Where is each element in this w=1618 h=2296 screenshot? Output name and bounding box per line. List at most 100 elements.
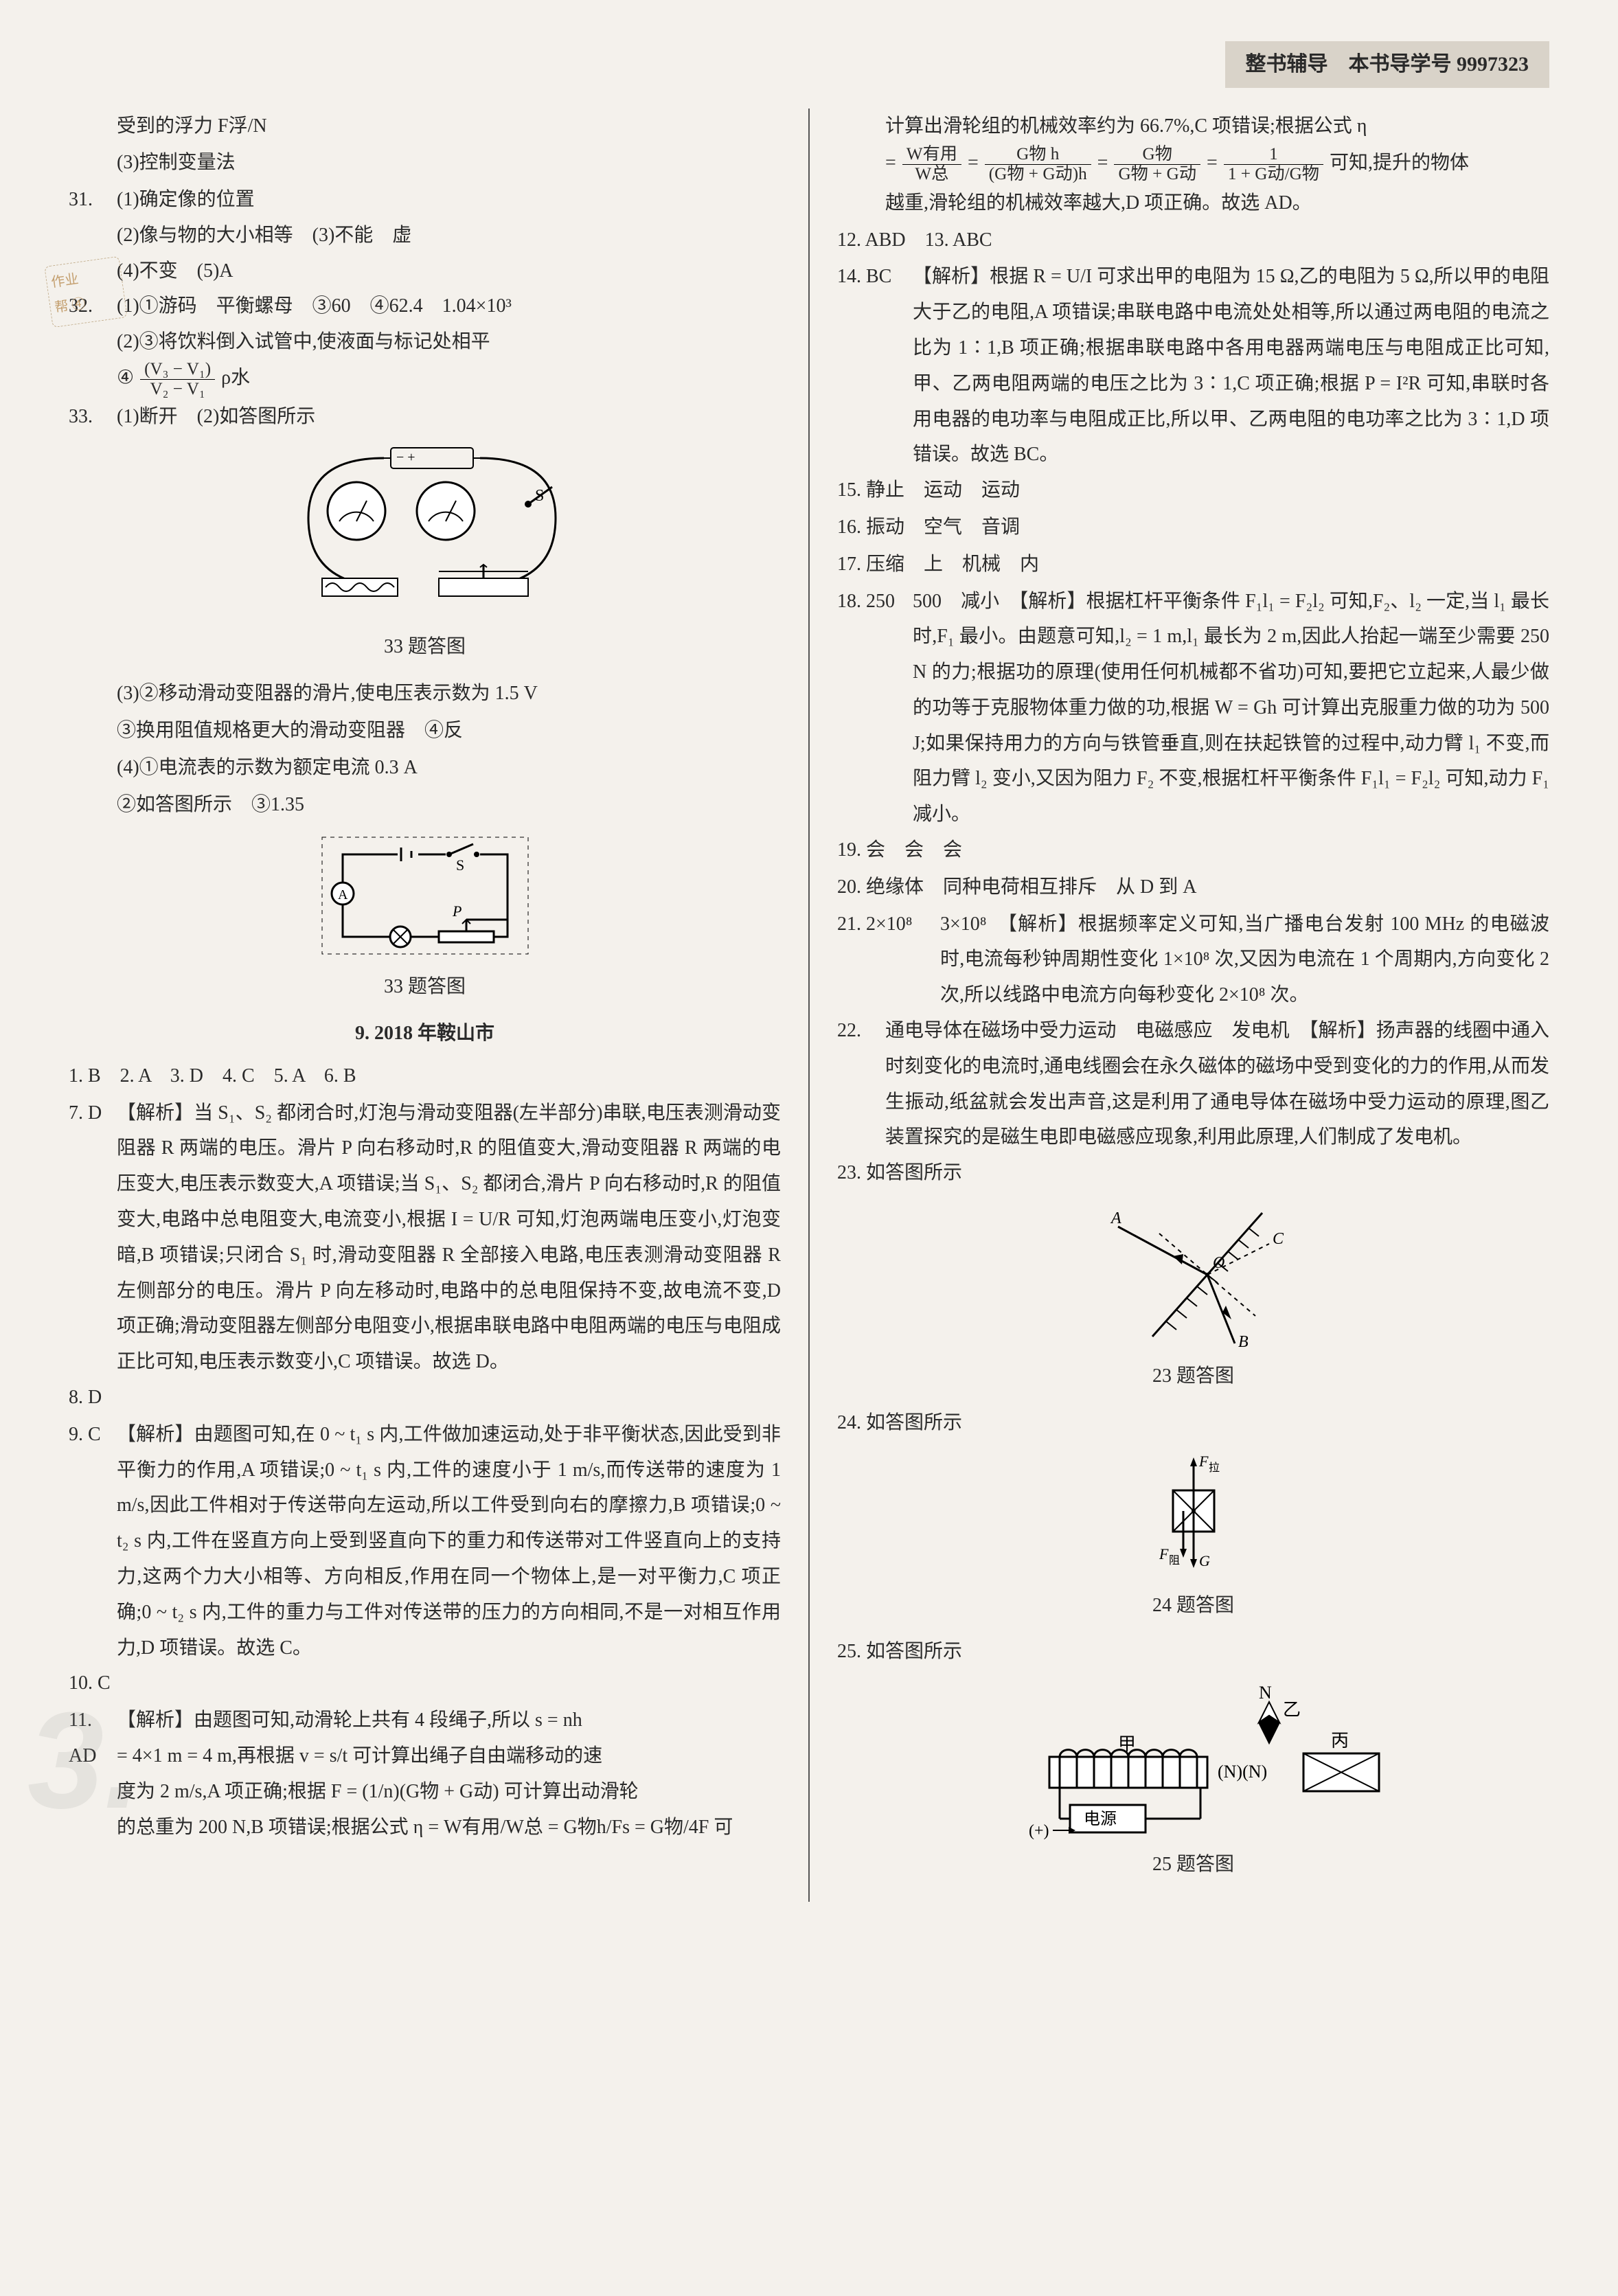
q-number: 7. D <box>69 1095 117 1380</box>
q-number: 33. <box>69 399 117 435</box>
text-line: (4)不变 (5)A <box>117 253 781 289</box>
text-line: ③换用阻值规格更大的滑动变阻器 ④反 <box>69 713 781 749</box>
q31: 31. (1)确定像的位置 (2)像与物的大小相等 (3)不能 虚 (4)不变 … <box>69 182 781 288</box>
text-line: (1)断开 (2)如答图所示 <box>117 399 781 435</box>
circuit-schematic-icon: S A P <box>315 830 535 961</box>
explanation: 【解析】由题图可知,在 0 ~ t₁ s 内,工件做加速运动,处于非平衡状态,因… <box>117 1417 781 1666</box>
figure-caption: 33 题答图 <box>69 969 781 1005</box>
text-line: 的总重为 200 N,B 项错误;根据公式 η = W有用/W总 = G物h/F… <box>117 1810 781 1845</box>
q8: 8. D <box>69 1380 781 1416</box>
figure-25: N 乙 甲 (N)(N) <box>837 1678 1549 1894</box>
section-heading: 9. 2018 年鞍山市 <box>69 1016 781 1052</box>
figure-24: F拉 G F阻 <box>837 1449 1549 1580</box>
svg-text:C: C <box>1273 1230 1284 1248</box>
answer-row: 12. ABD 13. ABC <box>837 223 1549 258</box>
fraction: 11 + G动/G物 <box>1224 145 1323 183</box>
svg-text:G: G <box>1199 1552 1210 1569</box>
right-column: 计算出滑轮组的机械效率约为 66.7%,C 项错误;根据公式 η = W有用W总… <box>837 109 1549 1902</box>
q32: 32. (1)①游码 平衡螺母 ③60 ④62.4 1.04×10³ (2)③将… <box>69 288 781 398</box>
numerator: G物 h <box>985 145 1091 165</box>
label-source: 电源 <box>1084 1810 1117 1828</box>
q24: 24. 如答图所示 <box>837 1405 1549 1441</box>
svg-text:A: A <box>338 887 348 902</box>
eq-part: = <box>1097 152 1108 174</box>
q14: 14. BC 【解析】根据 R = U/I 可求出甲的电阻为 15 Ω,乙的电阻… <box>837 259 1549 473</box>
svg-text:O: O <box>1213 1254 1224 1272</box>
numerator: (V₃ − V₁) <box>140 360 215 380</box>
text-part: ρ水 <box>221 367 250 389</box>
text-line: (1)确定像的位置 <box>117 182 781 218</box>
text-line: ④ (V₃ − V₁) V₂ − V₁ ρ水 <box>117 360 781 398</box>
q7: 7. D 【解析】当 S₁、S₂ 都闭合时,灯泡与滑动变阻器(左半部分)串联,电… <box>69 1095 781 1380</box>
text-line: 越重,滑轮组的机械效率越大,D 项正确。故选 AD。 <box>837 185 1549 221</box>
denominator: 1 + G动/G物 <box>1224 165 1323 184</box>
text-line: (2)③将饮料倒入试管中,使液面与标记处相平 <box>117 324 781 360</box>
text-line: (3)控制变量法 <box>69 145 781 181</box>
q19: 19. 会 会 会 <box>837 832 1549 868</box>
explanation: 【解析】当 S₁、S₂ 都闭合时,灯泡与滑动变阻器(左半部分)串联,电压表测滑动… <box>117 1095 781 1380</box>
figure-33b: S A P <box>69 830 781 961</box>
text-line: (2)像与物的大小相等 (3)不能 虚 <box>117 218 781 253</box>
figure-caption: 23 题答图 <box>837 1359 1549 1394</box>
q-number: 14. BC <box>837 259 913 473</box>
label-plus: (+) <box>1029 1822 1049 1840</box>
explanation: 通电导体在磁场中受力运动 电磁感应 发电机 【解析】扬声器的线圈中通入时刻变化的… <box>885 1013 1549 1155</box>
explanation: 【解析】根据 R = U/I 可求出甲的电阻为 15 Ω,乙的电阻为 5 Ω,所… <box>913 259 1549 473</box>
label-nn: (N)(N) <box>1218 1762 1267 1782</box>
denominator: G物 + G动 <box>1114 165 1200 184</box>
left-column: 受到的浮力 F浮/N (3)控制变量法 31. (1)确定像的位置 (2)像与物… <box>69 109 781 1902</box>
figure-23: O A B C <box>837 1199 1549 1350</box>
ray-diagram-icon: O A B C <box>1091 1199 1297 1350</box>
svg-text:A: A <box>1110 1209 1121 1227</box>
q-number: 9. C <box>69 1417 117 1666</box>
electromagnet-diagram-icon: N 乙 甲 (N)(N) <box>988 1678 1400 1843</box>
figure-caption: 24 题答图 <box>837 1588 1549 1624</box>
two-column-layout: 受到的浮力 F浮/N (3)控制变量法 31. (1)确定像的位置 (2)像与物… <box>69 109 1549 1902</box>
force-diagram-icon: F拉 G F阻 <box>1125 1449 1262 1580</box>
text-line: = 4×1 m = 4 m,再根据 v = s/t 可计算出绳子自由端移动的速 <box>117 1738 781 1774</box>
denominator: W总 <box>902 165 961 184</box>
figure-caption: 25 题答图 <box>1152 1847 1234 1883</box>
label-yi: 乙 <box>1283 1700 1301 1720</box>
column-divider <box>808 109 810 1902</box>
text-line: 受到的浮力 F浮/N <box>69 109 781 144</box>
denominator: (G物 + G动)h <box>985 165 1091 184</box>
q-number: 22. <box>837 1013 885 1155</box>
q25: 25. 如答图所示 <box>837 1634 1549 1670</box>
figure-caption: 33 题答图 <box>69 629 781 665</box>
q23: 23. 如答图所示 <box>837 1155 1549 1191</box>
text-line: (1)①游码 平衡螺母 ③60 ④62.4 1.04×10³ <box>117 288 781 324</box>
q15: 15. 静止 运动 运动 <box>837 473 1549 508</box>
q9: 9. C 【解析】由题图可知,在 0 ~ t₁ s 内,工件做加速运动,处于非平… <box>69 1417 781 1666</box>
eq-part: = <box>1207 152 1218 174</box>
annotation-stamp: 作业 帮 ④ <box>44 256 127 328</box>
eq-part: = <box>968 152 979 174</box>
fraction: G物G物 + G动 <box>1114 145 1200 183</box>
text-line: (4)①电流表的示数为额定电流 0.3 A <box>69 750 781 786</box>
q22: 22. 通电导体在磁场中受力运动 电磁感应 发电机 【解析】扬声器的线圈中通入时… <box>837 1013 1549 1155</box>
svg-text:P: P <box>452 902 462 920</box>
q16: 16. 振动 空气 音调 <box>837 510 1549 545</box>
svg-text:− +: − + <box>396 450 415 465</box>
q17: 17. 压缩 上 机械 内 <box>837 547 1549 582</box>
formula-line: = W有用W总 = G物 h(G物 + G动)h = G物G物 + G动 = 1… <box>837 145 1549 183</box>
eq-part: = <box>885 152 896 174</box>
text-line: 【解析】由题图可知,动滑轮上共有 4 段绳子,所以 s = nh <box>117 1703 781 1738</box>
fraction: W有用W总 <box>902 145 961 183</box>
header-label: 整书辅导 本书导学号 9997323 <box>1246 53 1529 76</box>
explanation: 3×10⁸ 【解析】根据频率定义可知,当广播电台发射 100 MHz 的电磁波时… <box>940 907 1549 1013</box>
label-bing: 丙 <box>1331 1731 1349 1751</box>
q-number: 18. 250 <box>837 584 913 833</box>
q11: 11. AD 【解析】由题图可知,动滑轮上共有 4 段绳子,所以 s = nh … <box>69 1703 781 1845</box>
q10: 10. C <box>69 1666 781 1701</box>
svg-text:拉: 拉 <box>1209 1462 1220 1474</box>
svg-text:S: S <box>456 856 464 874</box>
text-line: (3)②移动滑动变阻器的滑片,使电压表示数为 1.5 V <box>69 676 781 712</box>
svg-text:F: F <box>1198 1453 1209 1470</box>
denominator: V₂ − V₁ <box>140 380 215 399</box>
circuit-diagram-icon: − + S <box>281 442 569 621</box>
text-line: ②如答图所示 ③1.35 <box>69 787 781 823</box>
text-line: 计算出滑轮组的机械效率约为 66.7%,C 项错误;根据公式 η <box>837 109 1549 144</box>
svg-text:S: S <box>535 487 544 505</box>
numerator: 1 <box>1224 145 1323 165</box>
